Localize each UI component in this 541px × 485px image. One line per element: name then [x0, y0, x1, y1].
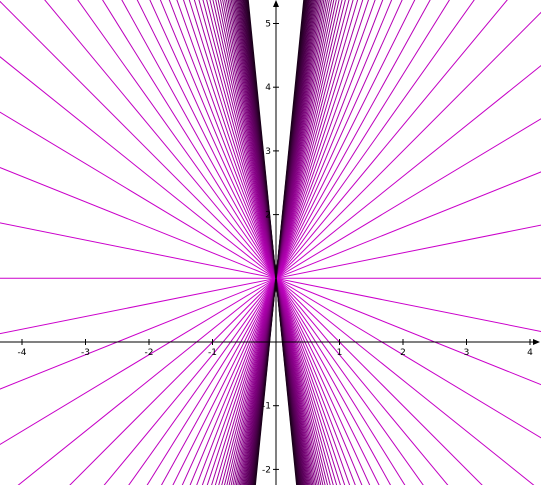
x-tick-label: -4 — [18, 348, 27, 358]
x-tick-label: -3 — [81, 348, 90, 358]
axis-ticks: -4 -3 -2 -1 1 2 3 4 -2 -1 2 3 4 5 — [18, 20, 534, 476]
x-tick-label: 1 — [337, 348, 343, 358]
x-tick-label: -2 — [145, 348, 154, 358]
family-line — [0, 224, 541, 335]
y-tick-label: -2 — [262, 465, 271, 475]
y-tick-label: -1 — [262, 402, 271, 412]
x-tick-label: 2 — [400, 348, 406, 358]
x-tick-label: 3 — [464, 348, 470, 358]
y-tick-label: 2 — [265, 211, 271, 221]
y-tick-label: 3 — [265, 147, 271, 157]
x-axis-arrow — [533, 339, 540, 345]
y-tick-label: 5 — [265, 20, 271, 30]
x-tick-label: -1 — [208, 348, 217, 358]
y-axis-arrow — [273, 0, 279, 7]
family-line — [0, 171, 541, 390]
family-line — [0, 222, 541, 332]
family-line — [0, 167, 541, 386]
x-tick-label: 4 — [527, 348, 533, 358]
y-tick-label: 4 — [265, 83, 271, 93]
